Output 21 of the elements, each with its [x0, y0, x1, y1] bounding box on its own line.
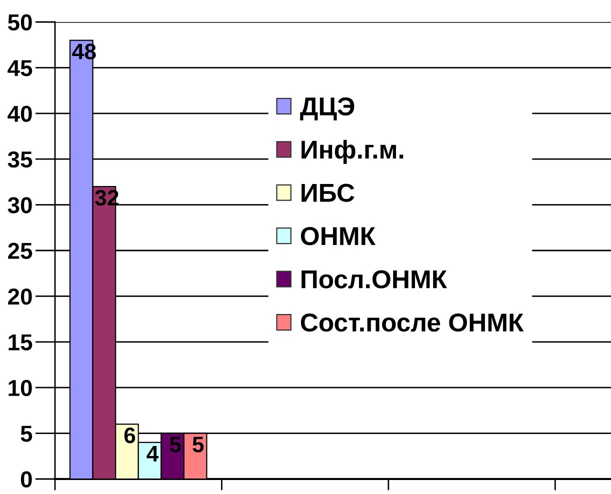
y-tick-label: 50 [8, 14, 32, 31]
y-tick-label: 10 [8, 380, 32, 396]
y-tick-label: 15 [8, 334, 32, 350]
legend-label: Инф.г.м. [302, 140, 404, 164]
data-label: 5 [192, 436, 204, 452]
legend-label: ДЦЭ [300, 97, 354, 120]
data-label: 5 [170, 436, 181, 452]
legend-label: Посл.ОНМК [302, 270, 448, 288]
y-tick-label: 35 [8, 151, 32, 168]
y-tick-label: 25 [8, 242, 32, 260]
data-label: 4 [146, 446, 159, 462]
y-tick-label: 5 [20, 426, 32, 442]
y-tick-label: 40 [8, 106, 32, 122]
y-tick-label: 20 [8, 288, 32, 305]
y-tick-label: 30 [8, 197, 32, 214]
y-tick-label: 45 [8, 60, 32, 76]
legend-label: Сост.после ОНМК [300, 313, 524, 332]
legend-label: ИБС [302, 184, 354, 202]
legend-label: ОНМК [300, 226, 376, 246]
data-label: 6 [124, 428, 136, 444]
y-tick-label: 0 [20, 471, 32, 488]
